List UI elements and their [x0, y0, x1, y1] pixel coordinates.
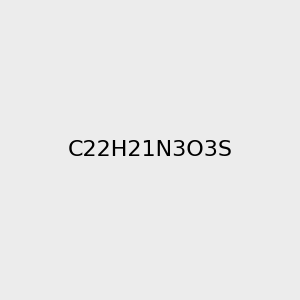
Text: C22H21N3O3S: C22H21N3O3S [68, 140, 232, 160]
